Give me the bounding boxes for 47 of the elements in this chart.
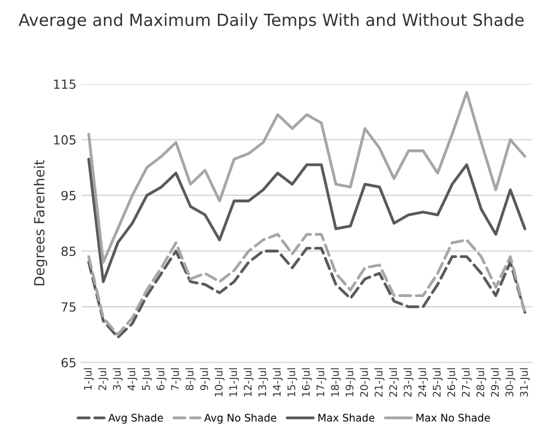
- y-tick-label: 95: [61, 190, 76, 200]
- x-tick-label: 29-Jul: [490, 368, 501, 397]
- x-tick-label: 14-Jul: [272, 368, 283, 396]
- x-tick-label: 20-Jul: [360, 368, 370, 397]
- legend-label: Avg No Shade: [204, 414, 276, 424]
- x-tick-label: 19-Jul: [345, 368, 356, 396]
- x-tick-label: 10-Jul: [214, 368, 225, 396]
- x-tick-label: 18-Jul: [330, 368, 341, 396]
- x-tick-label: 28-Jul: [476, 368, 486, 397]
- x-tick-label: 6-Jul: [156, 368, 166, 390]
- chart-title: Average and Maximum Daily Temps With and Without Shade: [18, 13, 524, 30]
- line-series: [87, 232, 526, 336]
- x-tick-label: 7-Jul: [170, 368, 181, 390]
- x-tick-label: 11-Jul: [229, 368, 240, 396]
- x-tick-label: 22-Jul: [388, 368, 399, 397]
- x-tick-label: 30-Jul: [505, 368, 516, 397]
- y-axis-title: Degrees Farenheit: [34, 160, 48, 286]
- x-tick-label: 15-Jul: [287, 368, 298, 396]
- y-tick-label: 75: [62, 302, 76, 312]
- x-tick-label: 24-Jul: [418, 368, 428, 397]
- legend-label: Avg Shade: [108, 414, 163, 424]
- x-tick-label: 23-Jul: [404, 368, 414, 397]
- y-tick-label: 65: [62, 358, 76, 368]
- x-tick-label: 26-Jul: [447, 368, 458, 397]
- legend-label: Max No Shade: [416, 414, 490, 422]
- y-tick-label: 85: [62, 246, 76, 256]
- x-tick-label: 9-Jul: [200, 368, 210, 390]
- x-tick-label: 5-Jul: [142, 368, 152, 390]
- x-tick-label: 8-Jul: [185, 368, 196, 390]
- x-tick-label: 25-Jul: [432, 368, 443, 397]
- x-tick-label: 17-Jul: [316, 368, 326, 396]
- x-tick-label: 3-Jul: [112, 368, 123, 390]
- line-series: [87, 90, 526, 264]
- x-tick-label: 12-Jul: [244, 368, 254, 396]
- x-tick-label: 2-Jul: [98, 368, 108, 390]
- y-tick-label: 105: [54, 135, 76, 145]
- x-tick-label: 31-Jul: [520, 368, 530, 397]
- x-tick-label: 1-Jul: [84, 368, 94, 390]
- x-tick-label: 16-Jul: [302, 368, 312, 396]
- y-tick-label: 115: [54, 80, 76, 89]
- x-tick-label: 21-Jul: [374, 368, 384, 397]
- x-tick-label: 4-Jul: [127, 368, 138, 390]
- line-series: [87, 158, 526, 284]
- legend-label: Max Shade: [318, 414, 374, 422]
- x-tick-label: 27-Jul: [462, 368, 472, 397]
- line-series: [87, 246, 526, 339]
- x-tick-label: 13-Jul: [258, 368, 268, 396]
